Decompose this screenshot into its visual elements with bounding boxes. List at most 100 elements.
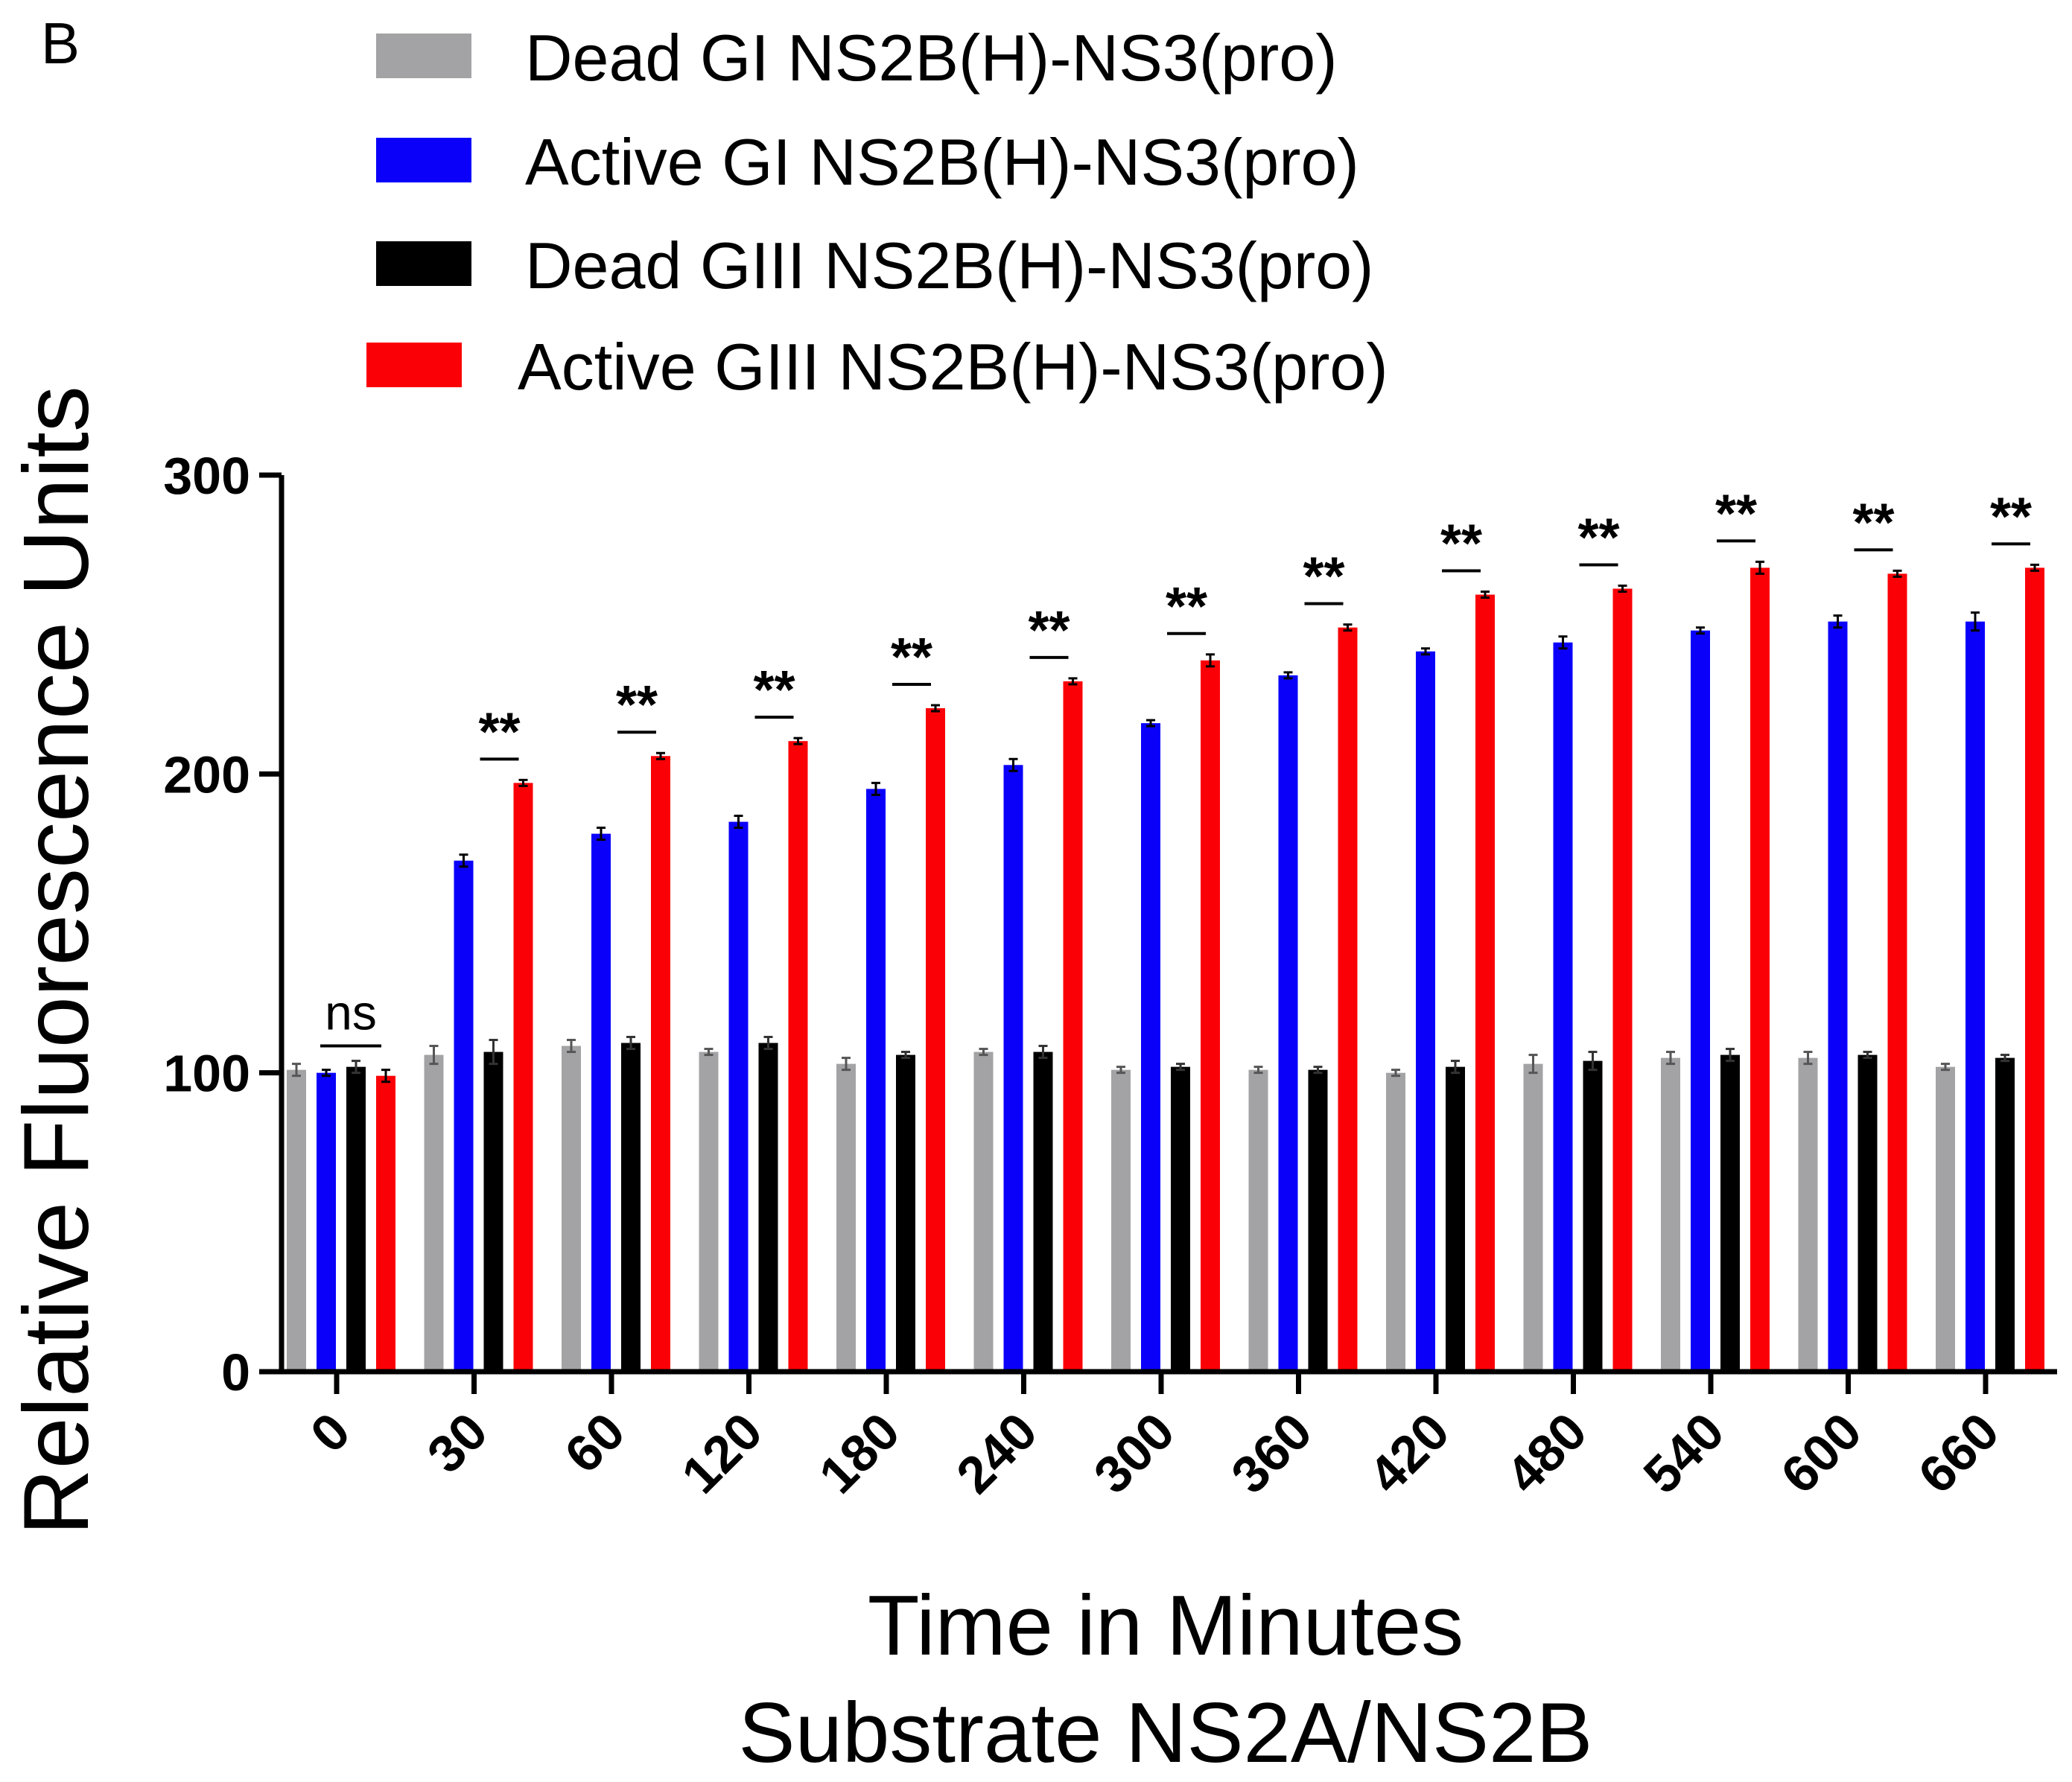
- axes-layer: 0 30 60 120 180 240 300 360 420 480 540 600 660 0 100 2…: [163, 447, 2057, 1504]
- legend-swatch-active-giii: [366, 343, 462, 387]
- error-bar-active-giii-660: [2030, 563, 2039, 572]
- significance-label: **: [1852, 493, 1894, 553]
- error-bar-active-gi-300: [1146, 719, 1155, 728]
- y-tick-label: 300: [163, 447, 250, 505]
- legend-item-active-giii: Active GIII NS2B(H)-NS3(pro): [366, 330, 1388, 404]
- error-bar-dead-gi-60: [567, 1039, 576, 1054]
- error-bar-dead-giii-420: [1451, 1060, 1460, 1075]
- x-tick-label: 60: [553, 1401, 635, 1483]
- error-bar-active-gi-30: [459, 853, 468, 868]
- bar-dead-gi-600: [1798, 1057, 1818, 1372]
- significance-label: **: [1303, 547, 1344, 607]
- error-bar-active-giii-60: [656, 751, 665, 760]
- error-bar-dead-gi-480: [1528, 1054, 1538, 1075]
- error-bar-dead-giii-180: [901, 1051, 910, 1060]
- bar-dead-gi-0: [287, 1069, 306, 1372]
- bar-dead-gi-180: [836, 1063, 856, 1372]
- bar-dead-gi-30: [424, 1054, 444, 1372]
- significance-660: **: [1990, 487, 2032, 547]
- error-bar-active-gi-60: [597, 827, 606, 841]
- bar-dead-giii-0: [346, 1066, 366, 1372]
- error-bar-dead-gi-420: [1391, 1069, 1400, 1078]
- legend-label-active-gi: Active GI NS2B(H)-NS3(pro): [525, 125, 1359, 199]
- bar-active-giii-300: [1201, 660, 1220, 1372]
- error-bar-active-gi-540: [1696, 626, 1705, 635]
- bar-active-giii-660: [2025, 567, 2044, 1372]
- error-bar-active-giii-120: [793, 736, 803, 745]
- bar-active-giii-60: [651, 756, 670, 1372]
- significance-600: **: [1852, 493, 1894, 553]
- significance-label: **: [1715, 484, 1757, 544]
- bar-active-gi-120: [728, 821, 749, 1372]
- error-bar-active-gi-600: [1833, 614, 1843, 629]
- significance-label: **: [753, 661, 795, 720]
- significance-label: **: [1028, 601, 1070, 661]
- error-bar-dead-gi-660: [1941, 1063, 1950, 1072]
- y-tick-label: 100: [163, 1045, 250, 1103]
- bar-dead-giii-60: [621, 1043, 641, 1372]
- significance-300: **: [1166, 577, 1207, 637]
- error-bar-active-giii-30: [518, 778, 528, 787]
- bar-active-gi-540: [1691, 630, 1710, 1372]
- bar-dead-gi-480: [1523, 1063, 1543, 1372]
- bar-dead-gi-420: [1386, 1072, 1405, 1372]
- error-bar-dead-giii-600: [1863, 1051, 1872, 1060]
- bar-dead-giii-540: [1720, 1054, 1740, 1372]
- error-bar-dead-giii-60: [626, 1036, 635, 1051]
- significance-label: ns: [325, 985, 377, 1040]
- significance-180: **: [891, 628, 932, 687]
- error-bar-active-gi-660: [1971, 611, 1980, 632]
- error-bar-active-giii-540: [1755, 560, 1764, 575]
- significance-label: **: [1166, 577, 1207, 637]
- bar-active-gi-600: [1828, 621, 1848, 1372]
- bar-active-gi-60: [591, 833, 611, 1372]
- bar-active-gi-30: [454, 860, 474, 1372]
- bar-active-giii-240: [1063, 681, 1083, 1372]
- bar-dead-gi-540: [1661, 1057, 1680, 1372]
- error-bar-dead-giii-240: [1038, 1045, 1048, 1060]
- bar-active-giii-180: [926, 708, 945, 1372]
- bar-dead-giii-120: [758, 1043, 778, 1372]
- error-bar-dead-gi-30: [429, 1045, 439, 1066]
- bar-active-gi-180: [866, 789, 886, 1372]
- error-bar-active-giii-420: [1481, 591, 1490, 599]
- bar-active-giii-600: [1887, 573, 1907, 1372]
- error-bar-active-gi-420: [1421, 647, 1430, 656]
- bar-dead-gi-120: [699, 1051, 719, 1372]
- error-bar-dead-gi-300: [1116, 1066, 1125, 1075]
- significance-label: **: [891, 628, 932, 687]
- bar-dead-giii-600: [1858, 1054, 1878, 1372]
- bar-active-giii-420: [1475, 594, 1495, 1372]
- error-bar-dead-gi-120: [704, 1048, 714, 1057]
- significance-layer: ns ** ** ** ** ** ** ** ** ** ** ** **: [320, 484, 2032, 1048]
- error-bar-dead-gi-540: [1666, 1051, 1675, 1066]
- legend: Dead GI NS2B(H)-NS3(pro) Active GI NS2B(…: [366, 21, 1388, 404]
- error-bar-dead-giii-540: [1726, 1048, 1735, 1063]
- x-tick-label: 300: [1083, 1401, 1186, 1504]
- bar-dead-gi-60: [562, 1046, 581, 1372]
- error-bar-active-gi-360: [1283, 671, 1293, 680]
- error-bar-dead-giii-660: [2001, 1054, 2009, 1063]
- bar-active-gi-240: [1003, 765, 1023, 1372]
- error-bar-active-giii-600: [1893, 569, 1902, 578]
- significance-label: **: [478, 702, 520, 762]
- x-axis-title: Time in Minutes: [868, 1579, 1464, 1673]
- legend-swatch-dead-giii: [376, 241, 471, 286]
- x-axis-subtitle: Substrate NS2A/NS2B: [739, 1686, 1593, 1781]
- legend-item-dead-giii: Dead GIII NS2B(H)-NS3(pro): [376, 229, 1373, 302]
- error-bar-dead-gi-0: [292, 1063, 301, 1078]
- bar-dead-giii-420: [1446, 1066, 1465, 1372]
- bar-dead-giii-480: [1583, 1060, 1603, 1372]
- legend-item-dead-gi: Dead GI NS2B(H)-NS3(pro): [376, 21, 1338, 95]
- x-tick-label: 660: [1907, 1401, 2010, 1504]
- x-tick-label: 540: [1633, 1401, 1735, 1504]
- error-bar-dead-giii-120: [763, 1036, 773, 1051]
- error-bar-dead-giii-30: [489, 1039, 498, 1066]
- bar-dead-gi-300: [1111, 1069, 1131, 1372]
- error-bar-active-gi-480: [1558, 635, 1568, 650]
- x-tick-label: 420: [1358, 1401, 1461, 1504]
- x-tick-label: 360: [1220, 1401, 1323, 1504]
- significance-label: **: [616, 675, 658, 735]
- error-bar-active-giii-180: [931, 704, 940, 713]
- bar-active-gi-300: [1141, 723, 1160, 1372]
